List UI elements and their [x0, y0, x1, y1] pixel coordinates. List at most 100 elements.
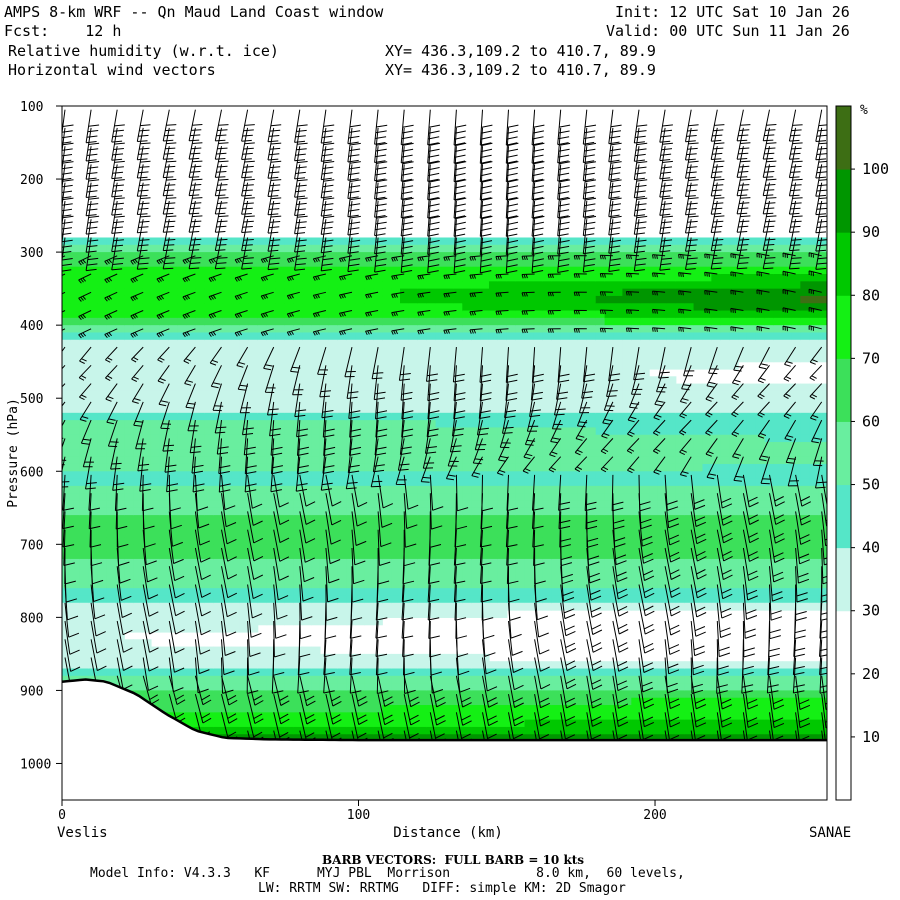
rh-cell [471, 734, 481, 743]
rh-cell [328, 661, 339, 670]
rh-cell [542, 339, 552, 348]
rh-cell [586, 347, 597, 355]
rh-cell [551, 602, 561, 611]
rh-cell [177, 303, 188, 312]
rh-cell [195, 529, 205, 538]
rh-cell [391, 537, 401, 545]
rh-cell [666, 427, 677, 436]
rh-cell [435, 434, 446, 443]
rh-cell [391, 266, 401, 275]
rh-cell [506, 244, 517, 253]
rh-cell [239, 427, 250, 436]
rh-cell [231, 442, 241, 450]
rh-cell [275, 551, 285, 560]
rh-cell [613, 339, 624, 348]
rh-cell [462, 485, 472, 494]
rh-cell [231, 434, 241, 443]
rh-cell [444, 653, 454, 662]
rh-cell [577, 595, 588, 604]
rh-cell [649, 405, 659, 414]
rh-cell [231, 537, 241, 545]
rh-cell [346, 244, 357, 253]
rh-cell [417, 332, 428, 341]
rh-cell [275, 478, 285, 487]
rh-cell [444, 463, 454, 472]
rh-cell [337, 295, 348, 304]
rh-cell [631, 712, 641, 721]
rh-cell [97, 522, 108, 531]
rh-cell [480, 274, 490, 282]
rh-cell [248, 544, 259, 553]
rh-cell [444, 368, 454, 377]
rh-cell [319, 712, 330, 721]
rh-cell [97, 405, 108, 414]
rh-cell [622, 463, 632, 472]
rh-cell [355, 471, 366, 480]
rh-cell [195, 259, 205, 268]
rh-cell [657, 551, 668, 560]
rh-cell [133, 266, 143, 275]
rh-cell [533, 544, 543, 553]
rh-cell [515, 580, 526, 589]
rh-cell [488, 405, 499, 414]
rh-cell [524, 303, 535, 312]
rh-cell [408, 361, 419, 370]
rh-cell [204, 354, 214, 363]
rh-cell [239, 354, 250, 363]
rh-cell [168, 412, 179, 421]
rh-cell [533, 602, 543, 611]
rh-cell [195, 712, 205, 721]
rh-cell [622, 595, 632, 604]
rh-cell [613, 398, 624, 407]
rh-cell [79, 602, 90, 611]
rh-cell [515, 537, 526, 545]
rh-cell [150, 361, 161, 370]
rh-cell [569, 551, 579, 560]
rh-cell [595, 449, 606, 458]
rh-cell [311, 573, 321, 582]
rh-cell [248, 551, 259, 560]
rh-cell [524, 500, 535, 509]
rh-cell [577, 544, 588, 553]
rh-cell [88, 368, 99, 377]
rh-cell [133, 412, 143, 421]
rh-cell [560, 442, 570, 450]
rh-cell [524, 405, 535, 414]
rh-cell [150, 376, 161, 385]
rh-cell [462, 281, 472, 290]
rh-cell [275, 668, 285, 677]
rh-cell [150, 405, 161, 414]
rh-cell [142, 368, 152, 377]
rh-cell [257, 427, 268, 436]
rh-cell [533, 500, 543, 509]
rh-cell [488, 515, 499, 523]
rh-cell [106, 580, 116, 589]
rh-cell [497, 405, 508, 414]
rh-cell [471, 558, 481, 567]
rh-cell [106, 420, 116, 429]
rh-cell [577, 398, 588, 407]
rh-cell [542, 537, 552, 545]
rh-cell [79, 259, 90, 268]
rh-cell [337, 507, 348, 516]
rh-cell [657, 690, 668, 699]
rh-cell [266, 529, 277, 538]
rh-cell [346, 507, 357, 516]
rh-cell [497, 690, 508, 699]
rh-cell [159, 558, 170, 567]
rh-cell [231, 646, 241, 655]
rh-cell [337, 595, 348, 604]
rh-cell [213, 580, 223, 589]
rh-cell [595, 485, 606, 494]
rh-cell [444, 252, 454, 261]
rh-cell [168, 471, 179, 480]
rh-cell [168, 668, 179, 677]
rh-cell [88, 259, 99, 268]
rh-cell [640, 266, 650, 275]
rh-cell [542, 478, 552, 487]
rh-cell [488, 325, 499, 334]
rh-cell [106, 653, 116, 662]
rh-cell [177, 288, 188, 297]
rh-cell [506, 683, 517, 692]
rh-cell [666, 281, 677, 290]
